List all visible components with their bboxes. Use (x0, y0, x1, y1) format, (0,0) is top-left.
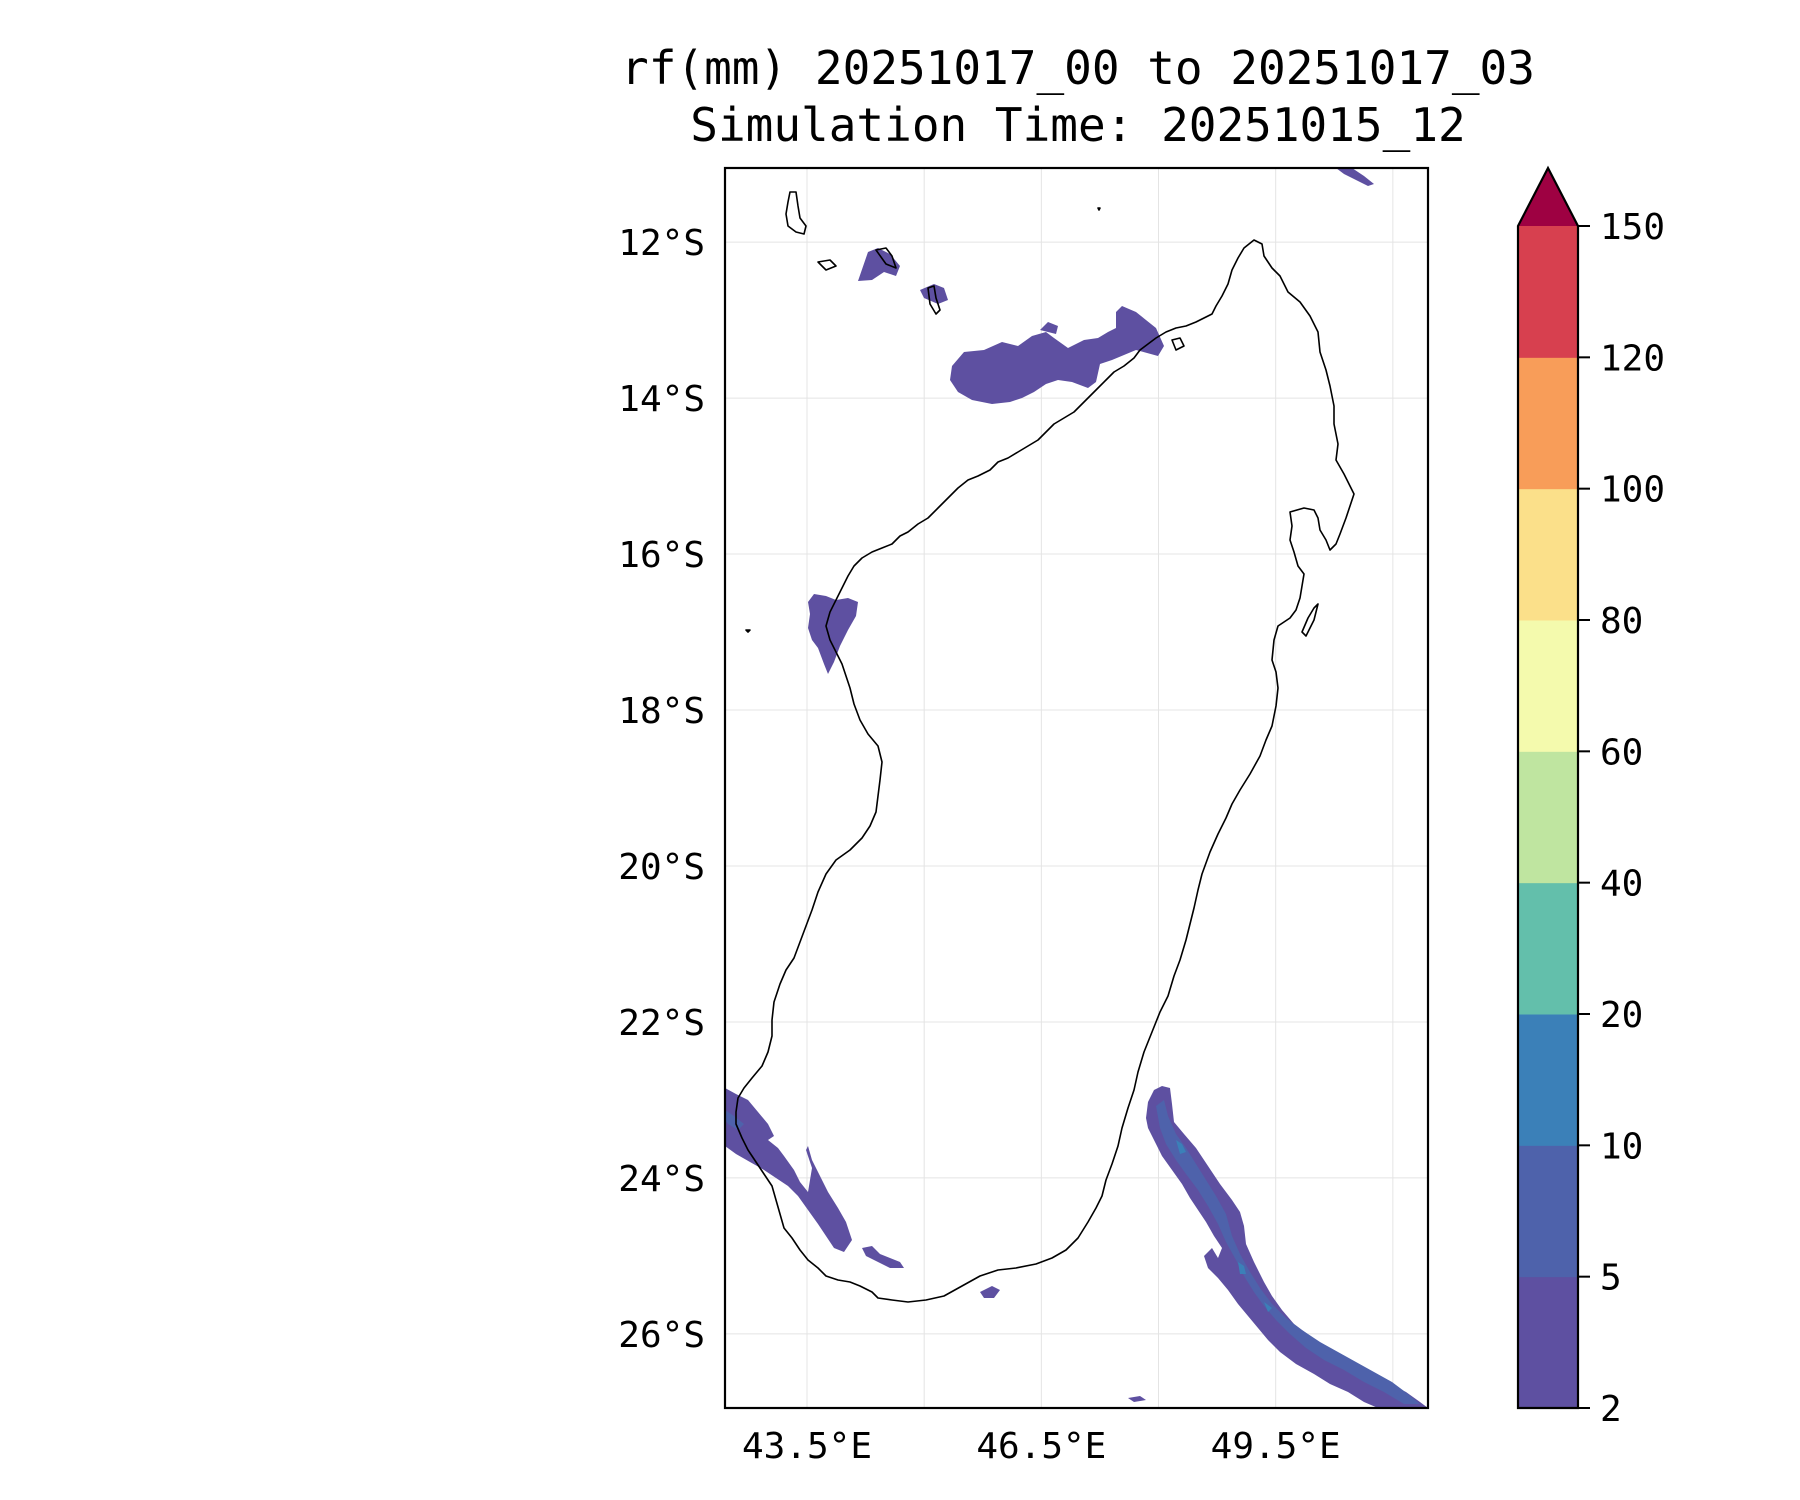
rain-area-west-coast (808, 594, 858, 674)
lat-tick-label: 18°S (618, 691, 705, 732)
colorbar-extend-arrow (1518, 168, 1578, 226)
colorbar-segment (1518, 357, 1578, 490)
latitude-labels: 12°S 14°S 16°S 18°S 20°S 22°S 24°S 26°S (618, 223, 705, 1356)
rain-area-north-band-east (1040, 322, 1058, 334)
lat-tick-label: 24°S (618, 1159, 705, 1200)
rain-area-comoros (858, 248, 900, 281)
rain-area-southwest-specks (862, 1246, 904, 1268)
colorbar-outline (1516, 165, 1580, 1410)
colorbar-segment (1518, 882, 1578, 1015)
lat-tick-label: 16°S (618, 535, 705, 576)
gridlines (725, 168, 1428, 1408)
colorbar-segment (1518, 226, 1578, 358)
colorbar-segment (1518, 1276, 1578, 1409)
colorbar-tick-label: 100 (1600, 470, 1665, 511)
rain-area-south-speck (1128, 1396, 1146, 1402)
island-grande-comore (785, 191, 807, 235)
colorbar-tick-label: 150 (1600, 207, 1665, 248)
lon-tick-label: 43.5°E (742, 1426, 872, 1467)
rain-area-northeast-corner (1336, 168, 1374, 186)
island-moheli (817, 259, 837, 271)
madagascar-coastline (735, 239, 1355, 1303)
colorbar-tick-label: 2 (1600, 1389, 1622, 1430)
colorbar-tick-label: 20 (1600, 995, 1643, 1036)
colorbar-segment (1518, 1145, 1578, 1278)
title-line-2: Simulation Time: 20251015_12 (690, 98, 1465, 152)
title-line-1: rf(mm) 20251017_00 to 20251017_03 (621, 41, 1535, 95)
lat-tick-label: 26°S (618, 1315, 705, 1356)
island-mayotte (927, 285, 941, 315)
rain-area-north-band-west (982, 350, 1004, 368)
colorbar-segments (1518, 226, 1578, 1409)
colorbar: 2 5 10 20 40 60 80 100 120 150 (1516, 165, 1665, 1430)
island-sainte-marie (1301, 603, 1319, 637)
coastlines (735, 191, 1355, 1303)
rain-area-south-coast (980, 1286, 1000, 1298)
island-nosy-be (1171, 337, 1185, 351)
island-anjouan (875, 247, 897, 269)
lon-tick-label: 49.5°E (1211, 1426, 1341, 1467)
colorbar-tick-label: 80 (1600, 601, 1643, 642)
rainfall-layer (725, 168, 1428, 1408)
lat-tick-label: 20°S (618, 847, 705, 888)
colorbar-tick-label: 40 (1600, 864, 1643, 905)
rain-area-mayotte (920, 284, 948, 304)
colorbar-tick-label: 10 (1600, 1126, 1643, 1167)
colorbar-labels: 2 5 10 20 40 60 80 100 120 150 (1578, 207, 1665, 1430)
longitude-labels: 43.5°E 46.5°E 49.5°E (742, 1426, 1341, 1467)
lon-tick-label: 46.5°E (976, 1426, 1106, 1467)
lat-tick-label: 12°S (618, 223, 705, 264)
colorbar-tick-label: 5 (1600, 1258, 1622, 1299)
map-panel: 12°S14°S16°S18°S20°S22°S24°S26°S 43.5°E 4… (618, 166, 1430, 1467)
lat-tick-label: 22°S (618, 1003, 705, 1044)
island-small-west (745, 629, 751, 633)
map-frame (723, 166, 1430, 1410)
colorbar-segment (1518, 751, 1578, 884)
rain-area-southeast-band (1146, 1086, 1428, 1408)
colorbar-segment (1518, 620, 1578, 752)
colorbar-segment (1518, 488, 1578, 621)
rain-area-southwest-inner (725, 1110, 744, 1130)
colorbar-tick-label: 60 (1600, 732, 1643, 773)
rain-area-north-band (950, 306, 1164, 404)
island-small-north (1097, 207, 1101, 211)
rain-area-southwest (725, 1088, 852, 1252)
colorbar-tick-label: 120 (1600, 338, 1665, 379)
colorbar-segment (1518, 1014, 1578, 1146)
lat-tick-label: 14°S (618, 379, 705, 420)
